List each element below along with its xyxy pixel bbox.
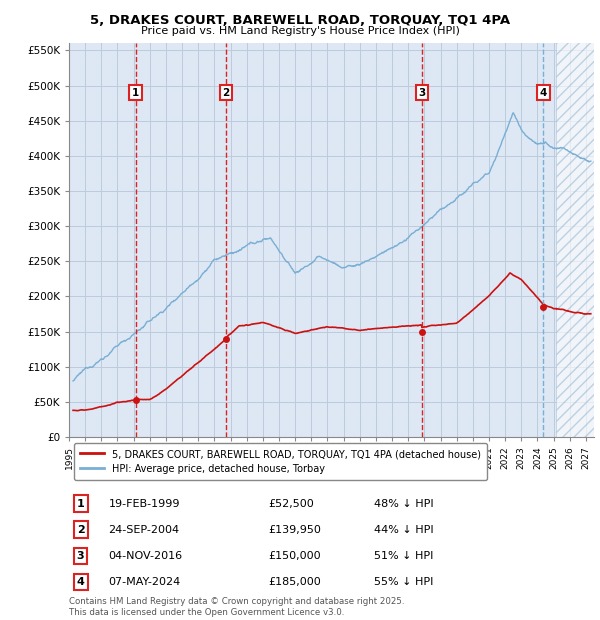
Text: 55% ↓ HPI: 55% ↓ HPI [373,577,433,587]
Text: 19-FEB-1999: 19-FEB-1999 [109,498,180,508]
Text: 51% ↓ HPI: 51% ↓ HPI [373,551,433,560]
Text: 48% ↓ HPI: 48% ↓ HPI [373,498,433,508]
Text: Price paid vs. HM Land Registry's House Price Index (HPI): Price paid vs. HM Land Registry's House … [140,26,460,36]
Text: 3: 3 [418,87,425,97]
Text: 24-SEP-2004: 24-SEP-2004 [109,525,179,534]
Legend: 5, DRAKES COURT, BAREWELL ROAD, TORQUAY, TQ1 4PA (detached house), HPI: Average : 5, DRAKES COURT, BAREWELL ROAD, TORQUAY,… [74,443,487,480]
Text: 1: 1 [132,87,139,97]
Text: 5, DRAKES COURT, BAREWELL ROAD, TORQUAY, TQ1 4PA: 5, DRAKES COURT, BAREWELL ROAD, TORQUAY,… [90,14,510,27]
Text: 2: 2 [77,525,85,534]
Text: 3: 3 [77,551,85,560]
Text: 4: 4 [77,577,85,587]
Text: £52,500: £52,500 [269,498,314,508]
Text: 4: 4 [539,87,547,97]
Text: £185,000: £185,000 [269,577,321,587]
Text: 04-NOV-2016: 04-NOV-2016 [109,551,182,560]
Text: Contains HM Land Registry data © Crown copyright and database right 2025.
This d: Contains HM Land Registry data © Crown c… [69,598,404,617]
Text: 1: 1 [77,498,85,508]
Text: £139,950: £139,950 [269,525,322,534]
Text: 07-MAY-2024: 07-MAY-2024 [109,577,181,587]
Text: 2: 2 [223,87,230,97]
Text: £150,000: £150,000 [269,551,321,560]
Text: 44% ↓ HPI: 44% ↓ HPI [373,525,433,534]
